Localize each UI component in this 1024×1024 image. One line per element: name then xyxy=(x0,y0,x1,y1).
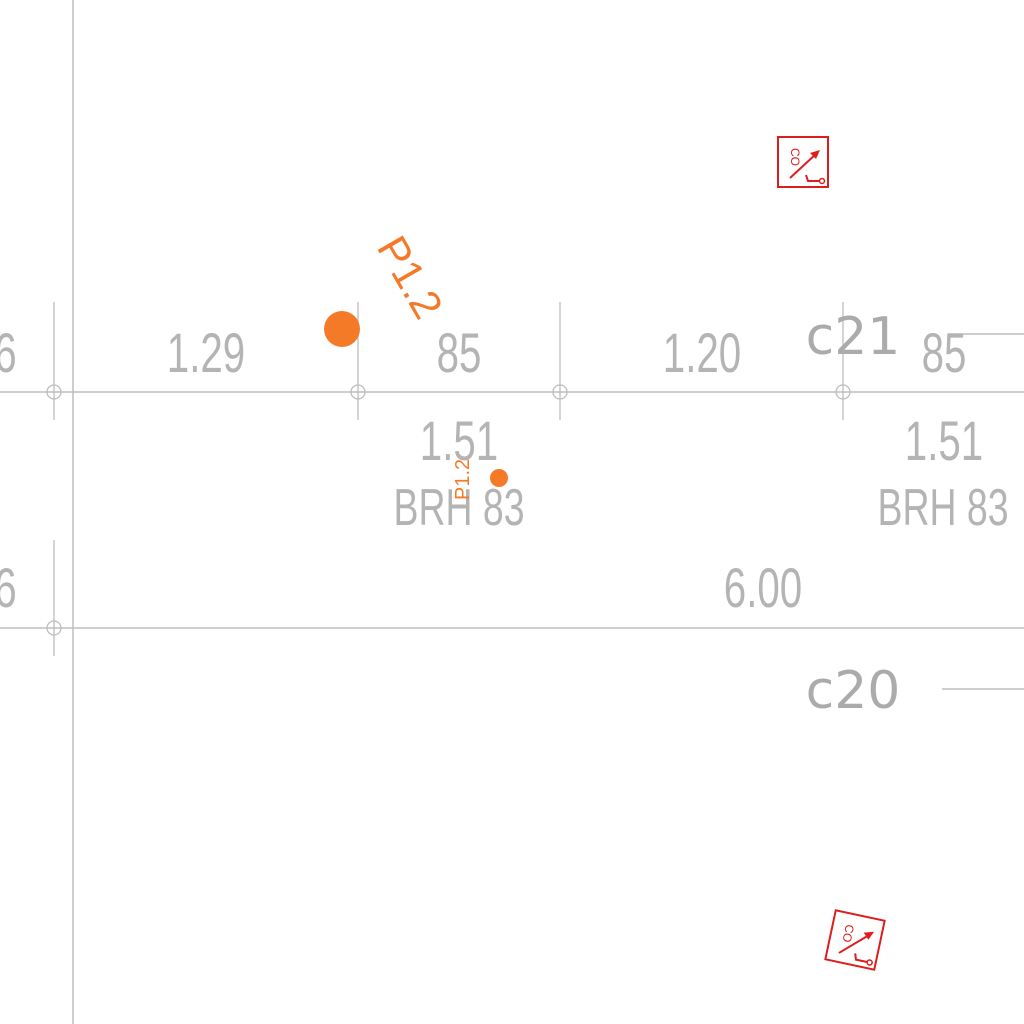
point-tag-large: P1.2 xyxy=(368,228,452,326)
dimension-tick-icon xyxy=(835,302,851,420)
co-detector-icon[interactable]: CO xyxy=(777,136,829,188)
dimension-tick-icon xyxy=(46,540,62,656)
room-label-c20: c20 xyxy=(806,661,901,721)
brh-label: BRH 83 xyxy=(393,478,524,537)
point-marker-icon[interactable] xyxy=(490,469,508,487)
dimension-label: 6 xyxy=(0,323,17,385)
co-symbol-label: CO xyxy=(839,923,856,944)
dimension-label: 1.51 xyxy=(420,411,498,473)
point-tag-small: P1.2 xyxy=(452,459,474,500)
dimension-label: 1.51 xyxy=(905,411,983,473)
dimension-label: 6.00 xyxy=(724,558,802,620)
room-label-c21: c21 xyxy=(806,307,901,367)
dimension-label: 85 xyxy=(922,323,967,385)
dimension-label: 1.29 xyxy=(167,323,245,385)
point-marker-icon[interactable] xyxy=(324,311,360,347)
dimension-tick-icon xyxy=(552,302,568,420)
dimension-label: 1.20 xyxy=(663,323,741,385)
brh-label: BRH 83 xyxy=(877,478,1008,537)
dimension-tick-icon xyxy=(46,302,62,420)
dimension-label: 85 xyxy=(437,323,482,385)
dimension-label: 6 xyxy=(0,558,17,620)
co-symbol-label: CO xyxy=(788,148,802,166)
co-detector-icon[interactable]: CO xyxy=(824,909,886,971)
